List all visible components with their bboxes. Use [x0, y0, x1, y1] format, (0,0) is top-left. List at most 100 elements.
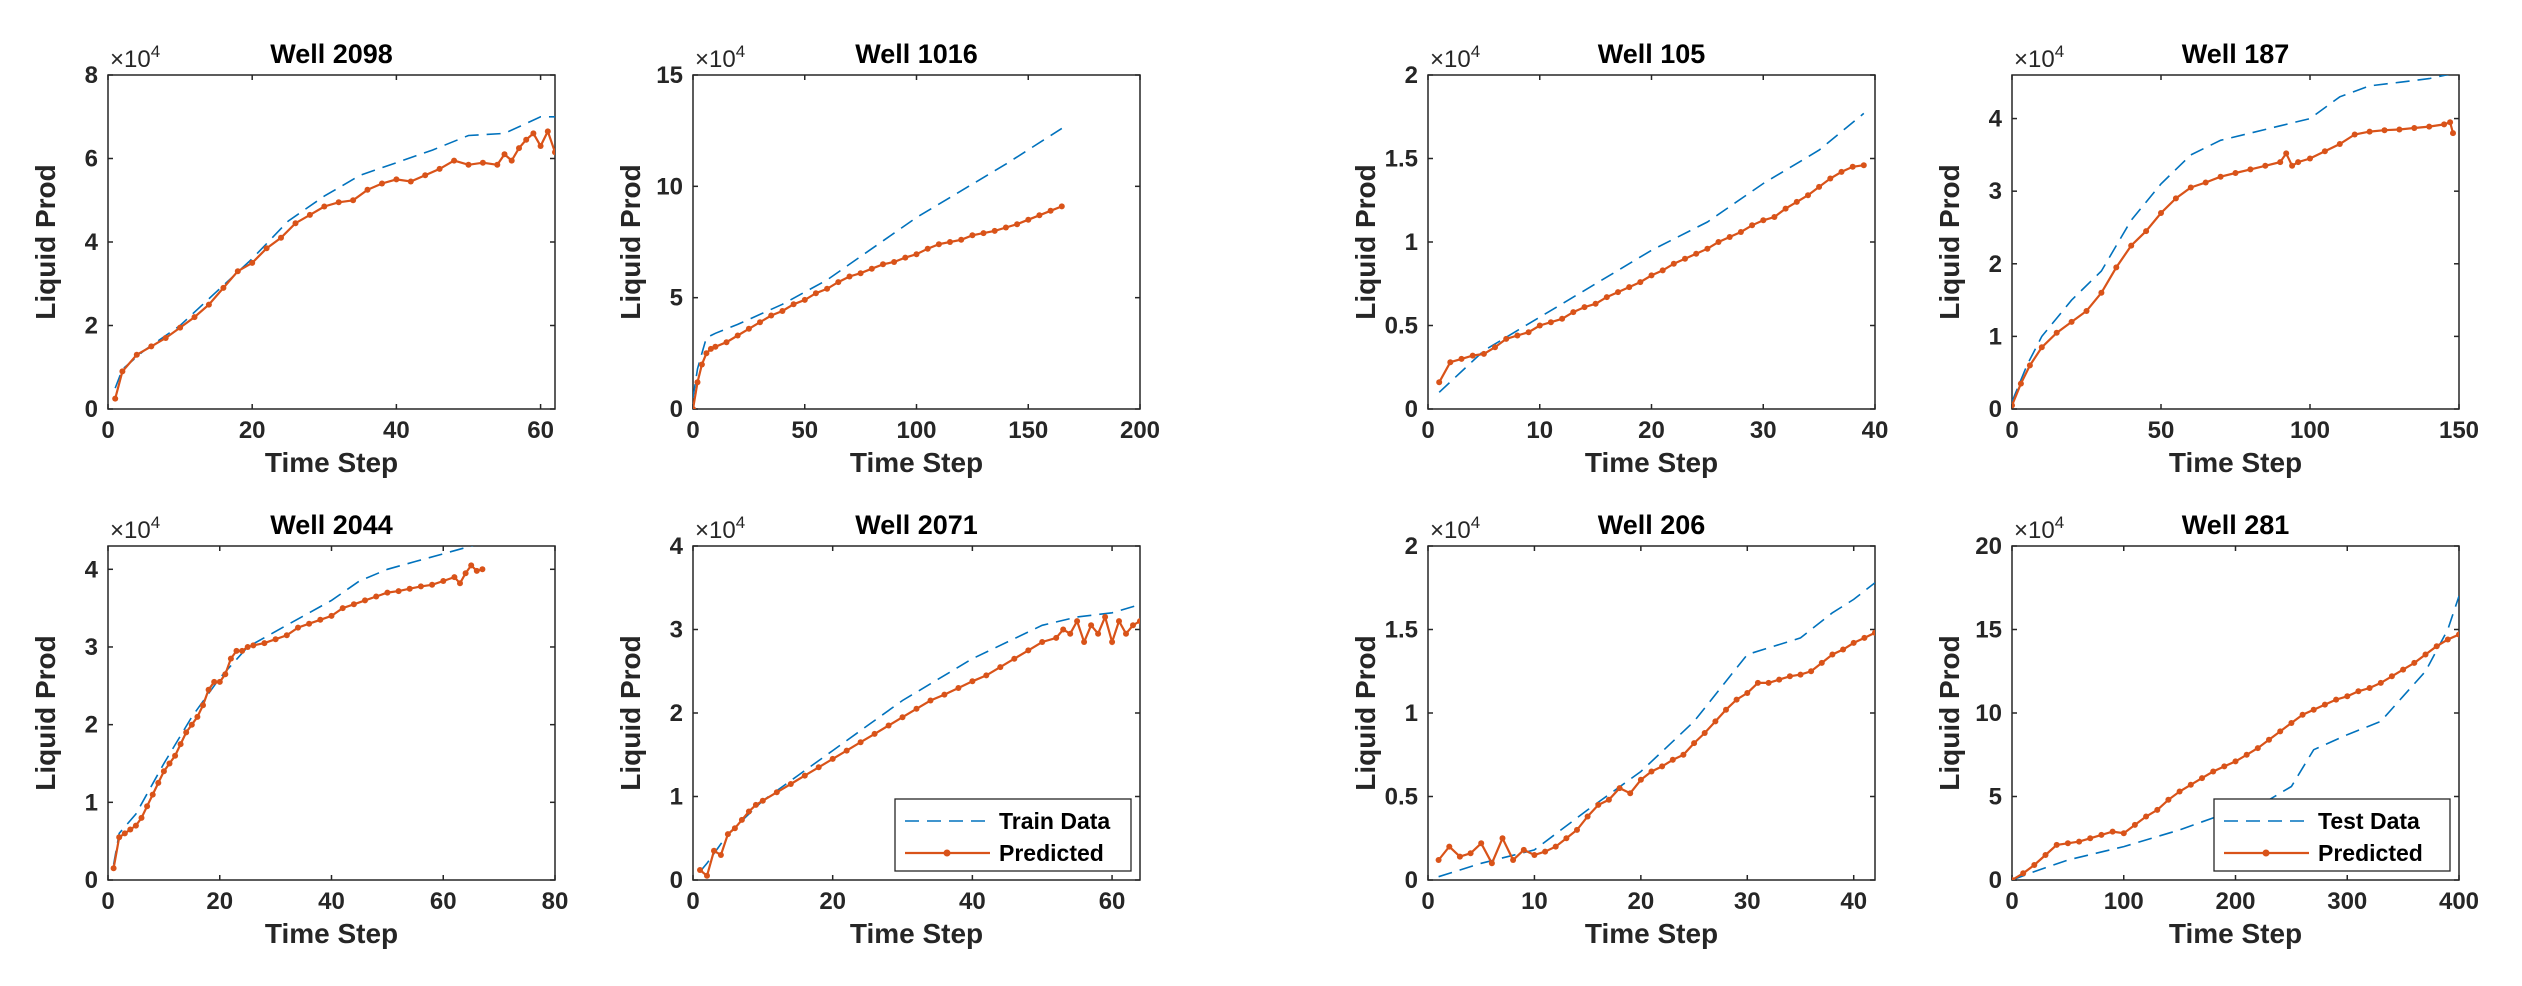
predicted-point [757, 319, 763, 326]
predicted-point [1701, 730, 1708, 736]
predicted-point [133, 351, 140, 358]
legend-entry: Predicted [999, 840, 1104, 866]
predicted-point [244, 644, 251, 650]
predicted-point [1693, 250, 1700, 257]
predicted-point [1081, 639, 1088, 645]
predicted-point [393, 176, 400, 183]
legend-box [894, 798, 1132, 872]
x-tick-label: 100 [896, 417, 936, 444]
predicted-point [2254, 745, 2261, 752]
y-tick-label: 3 [1989, 178, 2002, 205]
y-tick-label: 0 [85, 867, 98, 894]
predicted-point [1447, 359, 1454, 366]
panel-7: 0 10 20 30 40 0 0.5 1 1.5 2 ×104 Well 206 Time Step L… [1350, 510, 1876, 949]
chart-title: Well 206 [1598, 510, 1706, 540]
x-tick-label: 80 [542, 888, 569, 915]
predicted-point [1014, 221, 1021, 228]
predicted-point [429, 581, 436, 588]
predicted-point [2456, 631, 2459, 638]
x-axis-label: Time Step [265, 447, 398, 478]
y-tick-label: 1 [1405, 229, 1418, 256]
predicted-point [2447, 119, 2454, 126]
y-tick-label: 4 [670, 533, 684, 560]
predicted-point [1102, 614, 1109, 620]
predicted-point [983, 672, 990, 679]
predicted-point [127, 826, 134, 833]
predicted-point [1520, 846, 1527, 853]
predicted-point [1116, 618, 1122, 625]
predicted-point [2068, 318, 2075, 325]
predicted-point [2199, 775, 2205, 782]
predicted-point [1060, 626, 1067, 633]
predicted-point [2012, 877, 2015, 880]
x-tick-label: 40 [959, 888, 986, 915]
x-tick-label: 20 [819, 888, 846, 915]
y-tick-label: 4 [85, 556, 99, 583]
predicted-point [119, 368, 126, 375]
predicted-point [350, 197, 357, 204]
predicted-point [479, 566, 486, 573]
chart-title: Well 187 [2182, 39, 2290, 69]
predicted-point [801, 772, 808, 779]
predicted-point [1840, 646, 1847, 653]
predicted-point [1047, 207, 1054, 214]
predicted-point [350, 601, 357, 608]
y-axis-label: Liquid Prod [30, 164, 61, 320]
exponent-base: ×10 [110, 46, 151, 73]
predicted-point [2426, 123, 2433, 130]
predicted-point [815, 764, 822, 771]
predicted-point [2187, 184, 2194, 191]
predicted-point [473, 567, 480, 574]
predicted-point [2444, 636, 2451, 643]
predicted-point [723, 339, 730, 346]
predicted-point [2411, 659, 2418, 666]
predicted-point [731, 825, 738, 832]
predicted-point [1723, 706, 1729, 713]
predicted-point [1793, 198, 1800, 205]
predicted-point [941, 691, 948, 698]
predicted-point [891, 259, 898, 265]
predicted-point [734, 332, 741, 339]
predicted-point [144, 803, 151, 810]
predicted-point [1581, 304, 1588, 311]
predicted-point [1137, 618, 1140, 625]
predicted-point [1025, 216, 1032, 223]
predicted-point [530, 130, 537, 137]
series-actual-line [1438, 582, 1875, 878]
axis-exponent: ×104 [695, 42, 745, 73]
predicted-point [694, 379, 701, 386]
axis-exponent: ×104 [695, 513, 745, 544]
predicted-point [1838, 168, 1845, 175]
predicted-point [2288, 720, 2295, 726]
exponent-power: 4 [2055, 513, 2064, 532]
predicted-point [2042, 852, 2049, 858]
exponent-power: 4 [736, 42, 745, 61]
y-tick-label: 4 [1989, 106, 2003, 133]
predicted-point [191, 314, 198, 321]
y-tick-label: 0 [85, 396, 98, 423]
x-tick-label: 100 [2104, 888, 2144, 915]
predicted-point [205, 686, 212, 693]
axes-box [1427, 74, 1876, 410]
predicted-point [2202, 179, 2209, 186]
predicted-point [1726, 234, 1733, 240]
predicted-point [924, 245, 931, 252]
predicted-point [1488, 860, 1495, 867]
predicted-point [465, 161, 472, 168]
series-actual-line [2012, 595, 2459, 880]
predicted-point [843, 747, 850, 754]
plot-area [697, 603, 1140, 879]
predicted-point [544, 128, 551, 135]
y-tick-label: 2 [670, 700, 683, 727]
x-tick-label: 50 [791, 417, 818, 444]
predicted-point [1552, 843, 1559, 850]
predicted-point [2277, 728, 2284, 735]
x-tick-label: 20 [239, 417, 266, 444]
chart-title: Well 2044 [270, 510, 393, 540]
predicted-point [935, 241, 942, 248]
predicted-point [2053, 329, 2060, 336]
predicted-point [1754, 679, 1761, 686]
predicted-point [440, 578, 447, 584]
predicted-point [1025, 647, 1032, 654]
